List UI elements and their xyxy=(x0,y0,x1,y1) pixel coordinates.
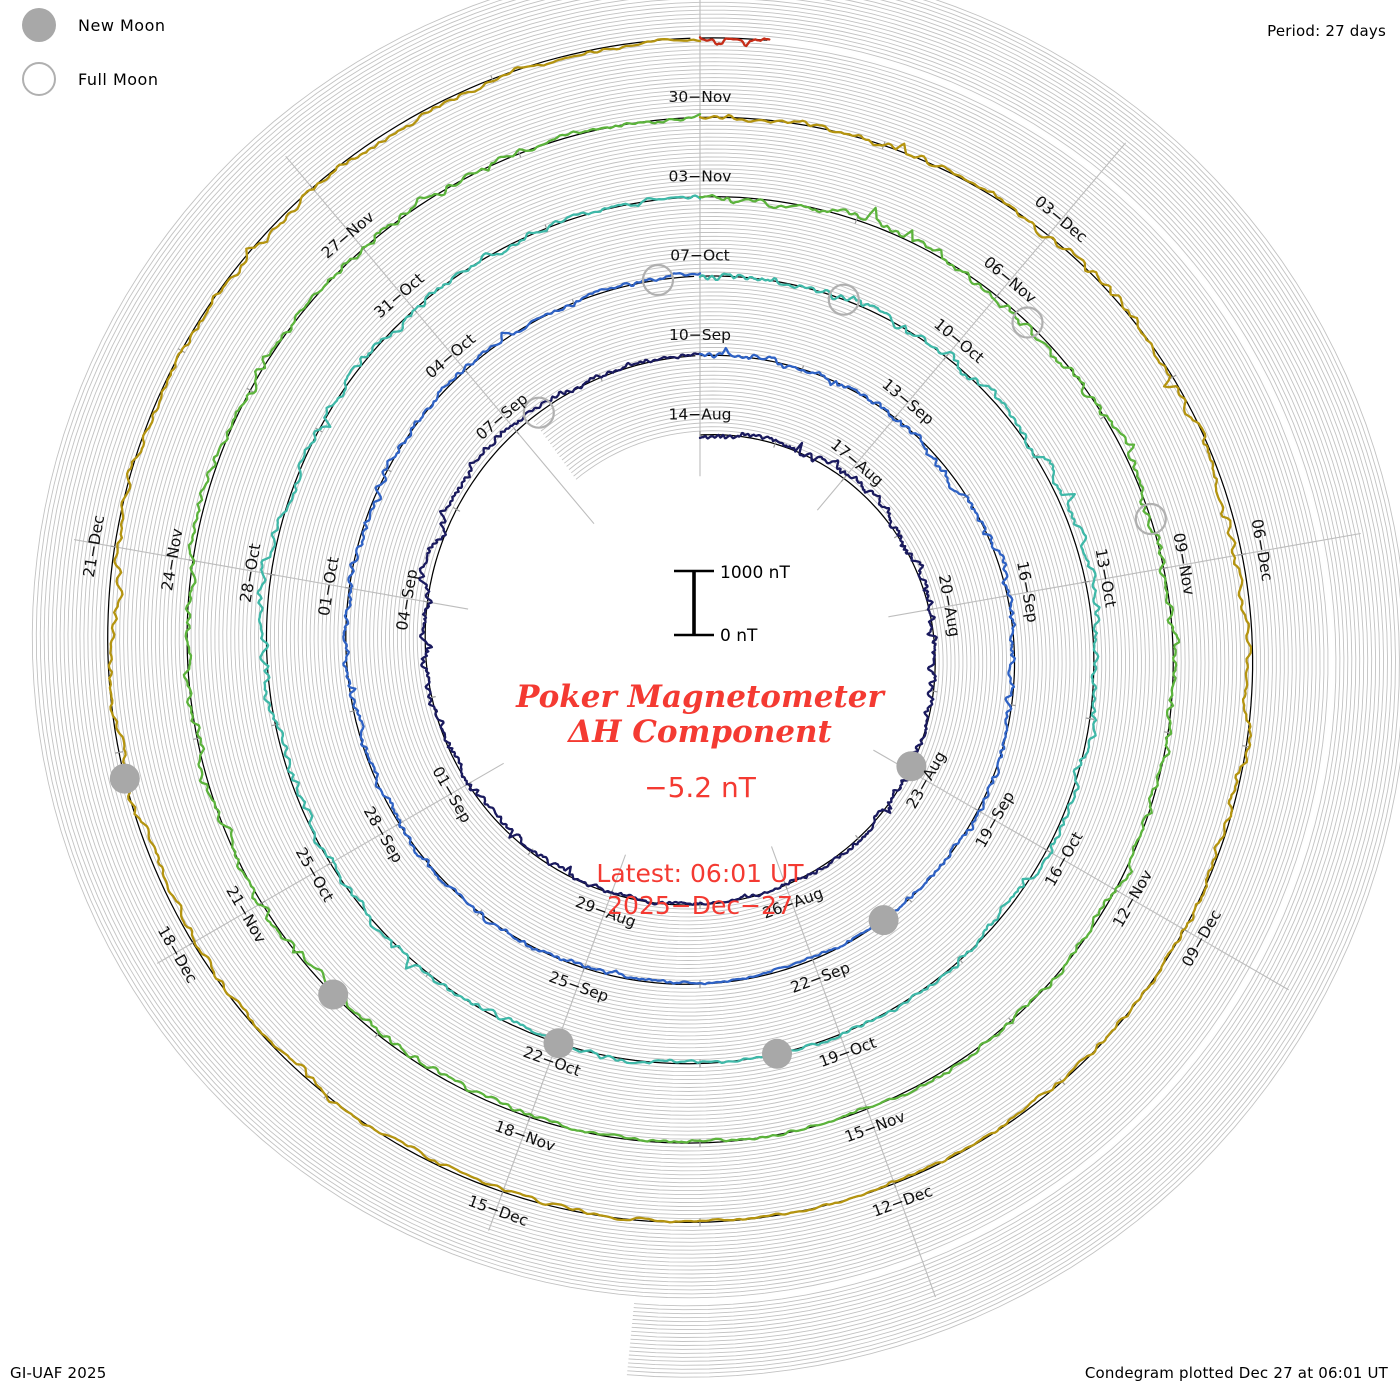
spiral-date-label: 14−Aug xyxy=(669,406,732,424)
scale-bar-bottom-label: 0 nT xyxy=(720,626,758,646)
legend-full-moon: Full Moon xyxy=(22,62,158,96)
baseline-tick xyxy=(345,586,354,590)
full-moon-marker xyxy=(641,263,675,297)
baseline-tick xyxy=(513,427,520,435)
spiral-date-label: 09−Dec xyxy=(1178,907,1225,970)
baseline-tick xyxy=(1085,717,1094,720)
baseline-tick xyxy=(246,387,255,393)
baseline-tick xyxy=(1237,553,1246,556)
minor-ring xyxy=(35,0,1400,1374)
new-moon-marker xyxy=(762,1038,792,1069)
baseline-tick xyxy=(452,506,461,512)
minor-ring xyxy=(43,0,1396,1366)
spiral-date-label: 20−Aug xyxy=(935,573,964,638)
full-moon-label: Full Moon xyxy=(78,69,159,89)
baseline-tick xyxy=(349,709,358,713)
credit-label: GI-UAF 2025 xyxy=(10,1364,107,1382)
magnetometer-traces xyxy=(107,36,1253,1224)
spiral-date-label: 13−Oct xyxy=(1092,547,1120,609)
minor-ring xyxy=(47,0,1392,1362)
new-moon-marker xyxy=(543,1028,574,1059)
baseline-tick xyxy=(1042,847,1051,853)
baseline-tick xyxy=(840,475,847,482)
minor-ring xyxy=(39,0,1400,1370)
minor-ring xyxy=(59,0,1381,1350)
minor-ring xyxy=(87,17,1353,1323)
baseline-tick xyxy=(114,751,124,754)
new-moon-icon xyxy=(22,8,56,42)
trace-rotation-4 xyxy=(182,113,1181,1144)
spiral-date-label: 06−Dec xyxy=(1248,518,1277,583)
minor-ring xyxy=(63,0,1377,1346)
trace-rotation-1 xyxy=(418,352,938,906)
spiral-date-label: 30−Nov xyxy=(669,88,732,106)
new-moon-label: New Moon xyxy=(78,15,166,35)
full-moon-marker xyxy=(1011,306,1044,339)
trace-rotation-2 xyxy=(342,272,1017,986)
spiral-date-label: 25−Oct xyxy=(292,845,338,905)
minor-ring xyxy=(55,0,1385,1354)
baseline-tick xyxy=(266,573,276,576)
trace-rotation-6 xyxy=(698,36,771,48)
legend-new-moon: New Moon xyxy=(22,8,166,42)
scale-bar-icon xyxy=(674,569,714,637)
baseline-tick xyxy=(527,848,534,856)
minor-ring xyxy=(83,13,1357,1327)
full-moon-marker xyxy=(827,283,860,316)
full-moon-icon xyxy=(22,62,56,96)
spiral-date-label: 03−Nov xyxy=(669,167,732,185)
full-moon-marker xyxy=(1134,502,1167,536)
scale-bar-top-label: 1000 nT xyxy=(720,563,790,583)
baseline-tick xyxy=(993,292,1001,300)
spiral-date-label: 10−Sep xyxy=(669,326,731,344)
spiral-date-label: 12−Nov xyxy=(1109,867,1156,931)
period-label: Period: 27 days xyxy=(1267,22,1386,40)
minor-ring xyxy=(75,5,1365,1335)
minor-ring xyxy=(91,21,1349,1319)
baseline-tick xyxy=(1081,580,1090,584)
spiral-date-label: 19−Sep xyxy=(972,788,1018,851)
minor-ring xyxy=(31,0,1400,1378)
minor-ring xyxy=(67,0,1373,1342)
moon-phase-markers xyxy=(109,263,1167,1069)
plotted-timestamp-label: Condegram plotted Dec 27 at 06:01 UT xyxy=(1084,1364,1388,1382)
spiral-date-label: 07−Oct xyxy=(670,247,730,265)
baseline-tick xyxy=(974,807,982,813)
scale-bar: 1000 nT 0 nT xyxy=(672,563,790,646)
minor-ring xyxy=(51,0,1388,1358)
new-moon-marker xyxy=(868,905,899,936)
minor-ring xyxy=(103,33,1337,1307)
new-moon-marker xyxy=(109,763,140,794)
full-moon-marker xyxy=(522,396,555,429)
minor-ring xyxy=(95,25,1345,1315)
minor-ring xyxy=(79,9,1361,1331)
minor-ring xyxy=(71,1,1369,1338)
baseline-tick xyxy=(942,353,949,361)
new-moon-marker xyxy=(318,979,349,1010)
minor-ring-grid xyxy=(31,0,1400,1378)
new-moon-marker xyxy=(896,751,927,782)
trace-rotation-5 xyxy=(107,38,1253,1224)
baseline-tick xyxy=(383,467,392,473)
trace-rotation-3 xyxy=(256,194,1101,1065)
